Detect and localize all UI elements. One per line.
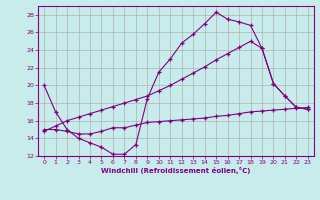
X-axis label: Windchill (Refroidissement éolien,°C): Windchill (Refroidissement éolien,°C) — [101, 167, 251, 174]
